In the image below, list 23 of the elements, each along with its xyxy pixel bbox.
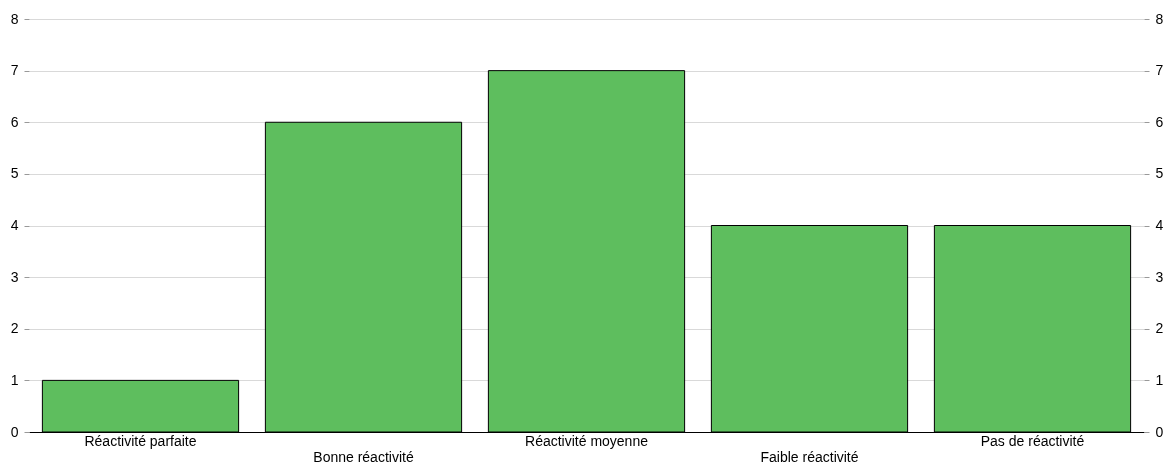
y-tick-label: 7 [10,62,19,79]
y-tick-label: 8 [10,10,19,27]
y2-tick-label: 7 [1155,62,1164,79]
y2-tick-label: 0 [1155,423,1164,440]
y-tick-label: 6 [10,113,19,130]
x-tick-label: Réactivité parfaite [84,432,197,449]
y-tick-label: 5 [10,165,19,182]
y2-tick-label: 5 [1155,165,1164,182]
y2-tick-label: 6 [1155,113,1164,130]
y-tick-label: 0 [10,423,19,440]
x-tick-label: Bonne réactivité [313,448,414,465]
y-tick-label: 3 [10,268,19,285]
y-tick-label: 4 [10,217,19,233]
y2-tick-label: 4 [1155,217,1164,233]
y2-tick-label: 3 [1155,268,1164,285]
y-tick-label: 1 [10,371,19,388]
x-tick-label: Réactivité moyenne [525,432,649,449]
x-tick-label: Pas de réactivité [980,432,1085,449]
y-tick-label: 2 [10,320,19,337]
x-tick-label: Faible réactivité [760,448,859,465]
y2-tick-label: 8 [1155,10,1164,27]
y2-tick-label: 1 [1155,371,1164,388]
y2-tick-label: 2 [1155,320,1164,337]
